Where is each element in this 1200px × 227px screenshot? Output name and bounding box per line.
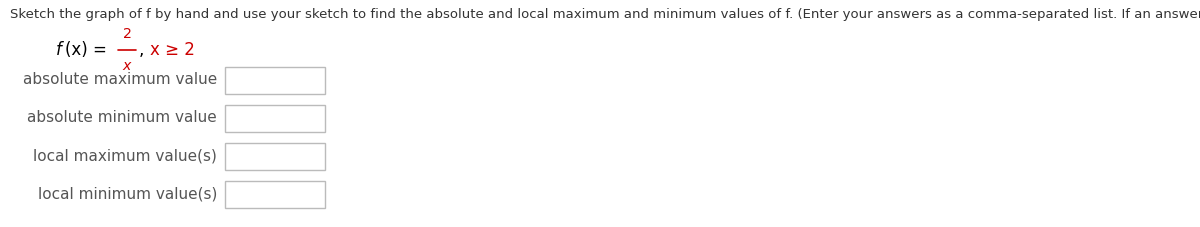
Bar: [226, 67, 325, 94]
Text: x ≥ 2: x ≥ 2: [150, 41, 194, 59]
Text: Sketch the graph of f by hand and use your sketch to find the absolute and local: Sketch the graph of f by hand and use yo…: [10, 8, 1200, 21]
Text: local minimum value(s): local minimum value(s): [37, 187, 217, 202]
Text: absolute maximum value: absolute maximum value: [23, 72, 217, 87]
Text: ,: ,: [139, 41, 144, 59]
Text: 2: 2: [122, 27, 132, 41]
Bar: [226, 104, 325, 131]
Text: $\it{f}$: $\it{f}$: [55, 41, 65, 59]
Bar: [226, 180, 325, 207]
Text: x: x: [122, 59, 131, 73]
Text: absolute minimum value: absolute minimum value: [28, 111, 217, 126]
Text: local maximum value(s): local maximum value(s): [34, 148, 217, 163]
Text: (x) =: (x) =: [65, 41, 112, 59]
Bar: [226, 143, 325, 170]
